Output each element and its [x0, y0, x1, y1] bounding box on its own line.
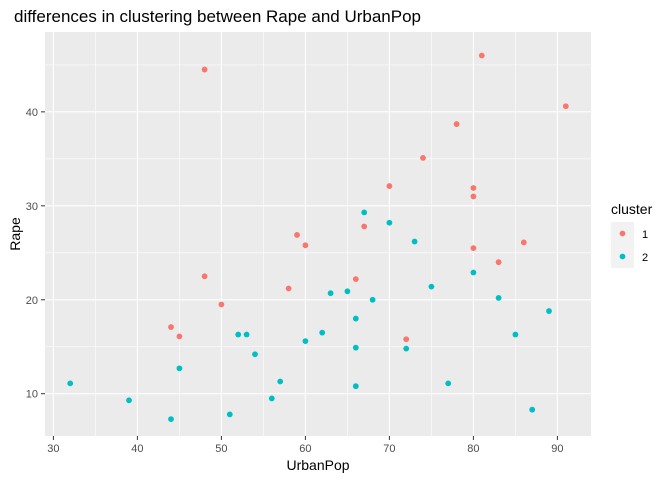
data-point-cluster-2 [268, 395, 275, 402]
data-point-cluster-2 [67, 380, 74, 387]
x-tick-label: 50 [215, 443, 227, 455]
legend-key-marker [619, 230, 626, 237]
data-point-cluster-2 [495, 294, 502, 301]
y-axis: 10 20 30 40 [26, 107, 45, 401]
data-point-cluster-2 [302, 338, 309, 345]
data-point-cluster-2 [403, 345, 410, 352]
data-point-cluster-2 [235, 331, 242, 338]
data-point-cluster-2 [352, 344, 359, 351]
data-point-cluster-1 [352, 276, 359, 282]
data-point-cluster-1 [403, 336, 410, 343]
data-point-cluster-2 [352, 383, 359, 390]
data-point-cluster-1 [420, 154, 426, 161]
data-point-cluster-2 [428, 283, 435, 290]
data-point-cluster-1 [168, 324, 174, 330]
legend-key-marker [619, 253, 626, 260]
data-point-cluster-2 [470, 269, 477, 276]
x-tick-label: 80 [467, 443, 479, 455]
data-point-cluster-2 [319, 329, 326, 336]
data-point-cluster-1 [470, 245, 477, 251]
y-tick-label: 20 [26, 295, 38, 307]
chart-title: differences in clustering between Rape a… [14, 7, 421, 26]
data-point-cluster-1 [470, 185, 477, 191]
data-point-cluster-1 [470, 193, 477, 200]
data-point-cluster-1 [495, 259, 502, 266]
x-tick-label: 30 [47, 443, 59, 455]
legend-label: 2 [642, 252, 648, 264]
data-point-cluster-1 [294, 232, 300, 238]
data-point-cluster-2 [546, 308, 552, 314]
data-point-cluster-2 [243, 331, 250, 338]
data-point-cluster-2 [529, 406, 536, 413]
data-point-cluster-2 [126, 397, 132, 404]
data-point-cluster-2 [277, 378, 284, 385]
data-point-cluster-1 [285, 285, 292, 292]
x-axis: 30 40 50 60 70 80 90 [47, 436, 564, 455]
data-point-cluster-2 [252, 351, 258, 358]
data-point-cluster-1 [361, 223, 368, 230]
data-point-cluster-1 [520, 239, 527, 246]
data-point-cluster-2 [344, 288, 351, 295]
legend-title: cluster [611, 201, 653, 217]
legend: cluster 1 2 [611, 201, 653, 268]
y-tick-label: 40 [26, 107, 38, 119]
data-point-cluster-2 [386, 219, 393, 226]
data-point-cluster-2 [445, 380, 452, 387]
data-point-cluster-2 [168, 416, 174, 422]
data-point-cluster-2 [327, 290, 334, 297]
data-point-cluster-2 [176, 365, 183, 372]
data-point-cluster-2 [512, 331, 519, 338]
x-tick-label: 60 [299, 443, 311, 455]
data-points [67, 52, 569, 422]
grid-major [45, 32, 591, 436]
plot-panel [45, 32, 591, 436]
data-point-cluster-1 [302, 242, 309, 249]
data-point-cluster-2 [352, 315, 359, 322]
data-point-cluster-1 [176, 333, 183, 340]
data-point-cluster-1 [453, 121, 460, 127]
data-point-cluster-1 [386, 183, 393, 189]
y-axis-label: Rape [7, 217, 23, 251]
data-point-cluster-2 [411, 238, 418, 245]
data-point-cluster-1 [201, 66, 208, 73]
data-point-cluster-1 [478, 52, 485, 59]
grid-minor [45, 32, 591, 436]
x-tick-label: 90 [551, 443, 563, 455]
data-point-cluster-1 [562, 103, 569, 110]
y-tick-label: 10 [26, 389, 38, 401]
legend-label: 1 [642, 229, 648, 241]
x-axis-label: UrbanPop [286, 457, 349, 473]
data-point-cluster-2 [369, 296, 376, 303]
data-point-cluster-2 [226, 411, 233, 418]
data-point-cluster-2 [361, 209, 368, 216]
x-tick-label: 70 [383, 443, 395, 455]
data-point-cluster-1 [201, 273, 208, 280]
y-tick-label: 30 [26, 201, 38, 213]
data-point-cluster-1 [218, 301, 225, 308]
x-tick-label: 40 [131, 443, 143, 455]
